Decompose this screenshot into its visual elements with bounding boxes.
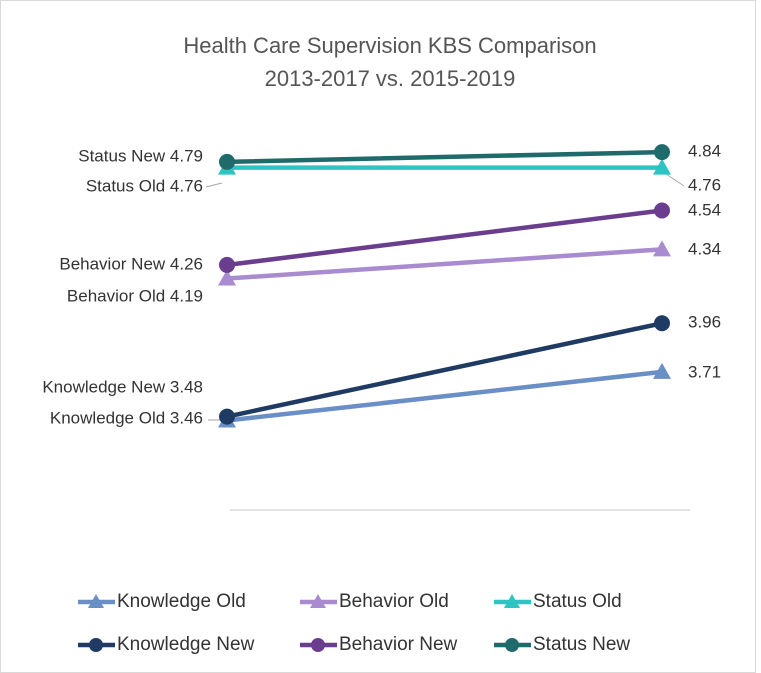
data-label: 4.34 — [688, 239, 721, 258]
data-label: Knowledge Old 3.46 — [50, 408, 203, 427]
leader-line — [205, 182, 223, 188]
marker — [653, 362, 671, 379]
data-label: 3.71 — [688, 362, 721, 381]
legend-label: Knowledge New — [117, 634, 255, 655]
data-label: 4.54 — [688, 200, 721, 219]
data-label: Behavior Old 4.19 — [67, 286, 203, 305]
legend-marker — [89, 638, 103, 652]
marker — [654, 202, 670, 219]
data-label: 4.84 — [688, 141, 721, 160]
marker — [653, 158, 671, 175]
marker — [218, 269, 236, 286]
series-line — [224, 369, 665, 423]
legend-label: Behavior Old — [339, 591, 449, 612]
data-label: Knowledge New 3.48 — [42, 377, 203, 396]
data-label: 3.96 — [688, 312, 721, 331]
marker — [219, 408, 235, 425]
data-label: Behavior New 4.26 — [59, 254, 203, 273]
legend-label: Status New — [533, 634, 630, 655]
legend-label: Status Old — [533, 591, 622, 612]
data-label: Status Old 4.76 — [86, 176, 203, 195]
legend-marker — [504, 594, 520, 608]
legend-marker — [311, 638, 325, 652]
chart-title: Health Care Supervision KBS Comparison — [183, 33, 596, 58]
legend-marker — [88, 594, 104, 608]
marker — [654, 144, 670, 161]
marker — [654, 315, 670, 332]
marker — [219, 256, 235, 273]
series-line — [224, 149, 665, 165]
marker — [653, 240, 671, 257]
legend-label: Behavior New — [339, 634, 458, 655]
legend-label: Knowledge Old — [117, 591, 246, 612]
series-line — [224, 247, 665, 281]
chart-subtitle: 2013-2017 vs. 2015-2019 — [265, 66, 516, 91]
marker — [219, 153, 235, 170]
legend-marker — [505, 638, 519, 652]
series-line — [224, 321, 665, 419]
legend-marker — [310, 594, 326, 608]
series-line — [224, 208, 665, 268]
data-label: 4.76 — [688, 175, 721, 194]
data-label: Status New 4.79 — [78, 146, 203, 165]
leader-line — [665, 173, 685, 187]
